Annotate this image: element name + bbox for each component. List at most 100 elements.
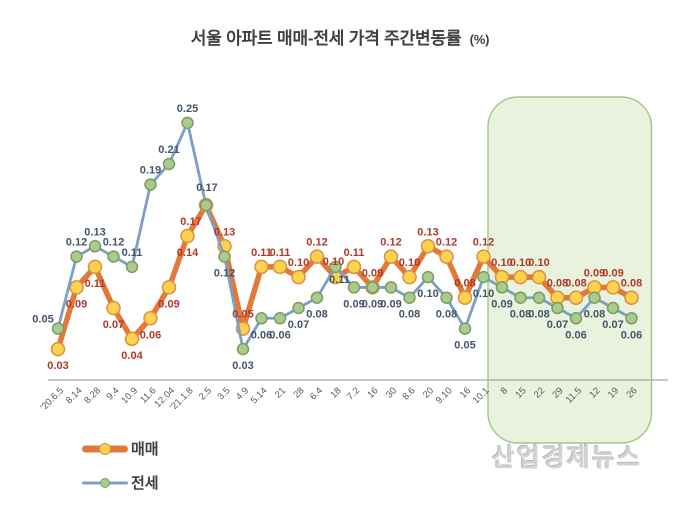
data-point-label: 0.10 xyxy=(399,257,420,269)
x-tick-label: 21 xyxy=(273,385,288,400)
x-tick-label: 6.4 xyxy=(308,385,325,402)
data-point-label: 0.07 xyxy=(547,319,568,331)
data-point-label: 0.07 xyxy=(602,319,623,331)
data-point-label: 0.08 xyxy=(621,278,642,290)
x-tick-label: 8.14 xyxy=(64,385,85,406)
legend-item-jeonse: 전세 xyxy=(82,472,159,493)
data-point-marker xyxy=(199,198,213,212)
data-point-marker xyxy=(124,331,140,347)
data-point-marker xyxy=(513,269,528,285)
x-tick-label: 30 xyxy=(384,385,399,400)
data-point-label: 0.04 xyxy=(121,350,143,362)
data-point-label: 0.11 xyxy=(122,247,143,259)
data-point-marker xyxy=(143,311,158,326)
data-point-label: 0.09 xyxy=(66,298,87,310)
data-point-label: 0.12 xyxy=(473,237,494,249)
chart-title-text: 서울 아파트 매매-전세 가격 주간변동률 xyxy=(190,29,462,48)
data-point-label: 0.08 xyxy=(565,278,586,290)
x-tick-label: 28 xyxy=(291,385,306,400)
series-markers-sale xyxy=(50,197,639,357)
data-point-marker xyxy=(236,342,250,356)
data-point-marker xyxy=(569,312,583,325)
x-tick-label: 16 xyxy=(365,385,380,400)
data-point-marker xyxy=(495,281,509,294)
data-point-label: 0.17 xyxy=(196,182,217,194)
legend-label-sale: 매매 xyxy=(131,441,159,458)
data-point-marker xyxy=(421,270,435,284)
data-point-marker xyxy=(180,228,195,244)
data-point-marker xyxy=(272,259,288,275)
data-point-label: 0.06 xyxy=(140,329,161,341)
data-point-label: 0.14 xyxy=(177,247,199,259)
data-point-label: 0.08 xyxy=(306,309,327,321)
data-point-label: 0.09 xyxy=(343,298,364,310)
data-point-label: 0.07 xyxy=(103,319,124,331)
data-point-label: 0.12 xyxy=(103,237,124,249)
data-point-label: 0.12 xyxy=(380,237,401,249)
data-point-marker xyxy=(106,300,121,316)
data-point-label: 0.12 xyxy=(66,237,87,249)
x-tick-label: 8.6 xyxy=(400,385,417,402)
x-tick-label: 5.14 xyxy=(249,385,270,406)
data-point-label: 0.11 xyxy=(344,247,365,259)
legend-label-jeonse: 전세 xyxy=(131,475,159,492)
data-point-marker xyxy=(514,291,527,304)
data-point-marker xyxy=(181,116,194,130)
data-point-label: 0.09 xyxy=(362,298,383,310)
data-point-marker xyxy=(551,301,564,315)
data-point-marker xyxy=(439,249,454,264)
data-point-label: 0.09 xyxy=(158,298,179,310)
data-point-label: 0.06 xyxy=(251,329,272,341)
data-point-label: 0.17 xyxy=(180,216,201,228)
data-point-label: 0.08 xyxy=(584,309,605,321)
data-point-label: 0.12 xyxy=(306,237,327,249)
x-tick-label: 9.4 xyxy=(104,385,121,402)
data-point-label: 0.25 xyxy=(177,103,198,115)
data-point-marker xyxy=(218,250,231,263)
data-point-marker xyxy=(70,250,83,263)
data-point-label: 0.08 xyxy=(547,278,568,290)
data-point-marker xyxy=(309,249,325,264)
data-labels: 0.030.050.090.120.110.130.070.120.040.11… xyxy=(32,103,642,372)
x-tick-label: 9.10 xyxy=(434,385,455,406)
data-point-marker xyxy=(310,291,324,304)
x-tick-label: '20.6.5 xyxy=(38,385,66,413)
data-point-marker xyxy=(625,312,638,325)
data-point-label: 0.09 xyxy=(584,267,605,279)
data-point-label: 0.13 xyxy=(214,226,235,238)
data-point-label: 0.10 xyxy=(510,257,531,269)
data-point-marker xyxy=(458,322,472,335)
data-point-label: 0.09 xyxy=(602,267,623,279)
data-point-label: 0.06 xyxy=(565,329,586,341)
x-tick-label: 10.9 xyxy=(119,385,140,406)
data-point-marker xyxy=(420,239,436,254)
chart-title-unit: (%) xyxy=(469,32,490,47)
data-point-label: 0.05 xyxy=(232,309,253,321)
x-tick-label: 8.28 xyxy=(82,385,103,406)
data-point-label: 0.10 xyxy=(473,288,494,300)
x-tick-label: 8 xyxy=(499,385,511,397)
data-point-label: 0.12 xyxy=(214,268,235,280)
data-point-marker xyxy=(588,291,601,304)
data-point-marker xyxy=(107,250,120,263)
data-point-marker xyxy=(402,269,417,285)
data-point-marker xyxy=(87,259,103,275)
x-tick-label: 4.9 xyxy=(234,385,251,402)
data-point-label: 0.03 xyxy=(47,360,68,372)
data-point-label: 0.09 xyxy=(491,298,512,310)
data-point-label: 0.08 xyxy=(510,309,531,321)
data-point-marker xyxy=(88,240,102,253)
data-point-label: 0.13 xyxy=(84,226,105,238)
data-point-label: 0.08 xyxy=(454,278,475,290)
data-point-marker xyxy=(606,301,620,315)
data-point-label: 0.10 xyxy=(491,257,512,269)
chart-title: 서울 아파트 매매-전세 가격 주간변동률 (%) xyxy=(0,24,680,49)
data-point-label: 0.09 xyxy=(380,298,401,310)
data-point-label: 0.21 xyxy=(158,144,179,156)
x-tick-label: 7.2 xyxy=(345,385,362,402)
data-point-label: 0.13 xyxy=(417,226,438,238)
data-point-marker xyxy=(457,290,473,305)
data-point-label: 0.10 xyxy=(323,256,344,268)
data-point-label: 0.10 xyxy=(417,288,438,300)
